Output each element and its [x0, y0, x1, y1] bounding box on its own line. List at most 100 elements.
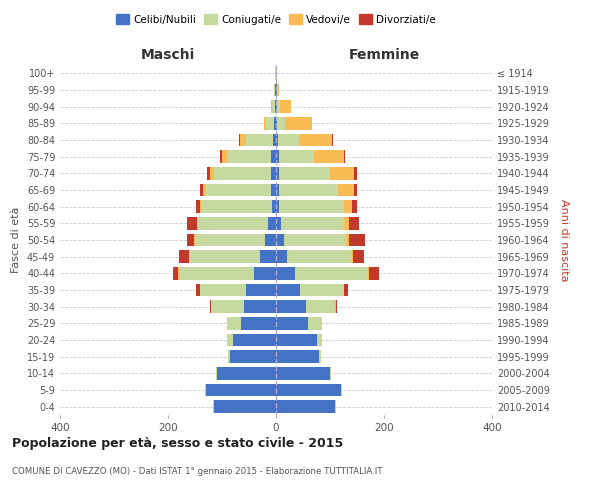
Bar	[277, 84, 278, 96]
Bar	[319, 350, 321, 363]
Bar	[276, 350, 319, 363]
Bar	[222, 150, 227, 163]
Bar	[284, 234, 346, 246]
Bar	[271, 167, 276, 179]
Bar	[227, 334, 233, 346]
Bar	[349, 217, 359, 230]
Bar	[277, 117, 285, 130]
Bar	[343, 200, 352, 213]
Bar	[353, 250, 364, 263]
Bar	[196, 200, 200, 213]
Bar	[314, 150, 343, 163]
Bar	[276, 150, 278, 163]
Bar	[352, 200, 357, 213]
Bar	[220, 150, 222, 163]
Bar	[194, 234, 195, 246]
Bar	[306, 300, 335, 313]
Bar	[285, 117, 312, 130]
Bar	[187, 234, 194, 246]
Bar	[276, 217, 281, 230]
Bar	[241, 317, 276, 330]
Bar	[276, 267, 295, 280]
Bar	[240, 134, 247, 146]
Bar	[354, 184, 357, 196]
Bar	[295, 267, 368, 280]
Bar	[301, 284, 343, 296]
Bar	[276, 117, 277, 130]
Bar	[343, 150, 345, 163]
Bar	[276, 134, 278, 146]
Text: Femmine: Femmine	[349, 48, 419, 62]
Bar	[197, 217, 198, 230]
Bar	[338, 184, 354, 196]
Bar	[260, 250, 276, 263]
Bar	[179, 250, 188, 263]
Bar	[278, 167, 330, 179]
Bar	[247, 284, 276, 296]
Bar	[344, 284, 349, 296]
Bar	[276, 200, 278, 213]
Bar	[227, 150, 271, 163]
Bar	[354, 167, 357, 179]
Bar	[299, 134, 332, 146]
Bar	[272, 100, 275, 113]
Bar	[244, 300, 276, 313]
Bar	[352, 250, 353, 263]
Bar	[275, 100, 276, 113]
Bar	[230, 350, 276, 363]
Bar	[198, 217, 268, 230]
Bar	[179, 267, 254, 280]
Bar	[343, 217, 349, 230]
Bar	[195, 234, 265, 246]
Bar	[276, 400, 335, 413]
Bar	[202, 200, 272, 213]
Bar	[276, 367, 330, 380]
Text: Maschi: Maschi	[141, 48, 195, 62]
Bar	[263, 117, 266, 130]
Bar	[268, 217, 276, 230]
Bar	[274, 117, 276, 130]
Bar	[271, 100, 272, 113]
Bar	[205, 384, 206, 396]
Bar	[254, 267, 276, 280]
Bar	[214, 400, 276, 413]
Bar	[206, 384, 276, 396]
Bar	[276, 384, 341, 396]
Bar	[209, 300, 211, 313]
Bar	[178, 267, 179, 280]
Bar	[239, 134, 240, 146]
Bar	[227, 317, 241, 330]
Bar	[276, 300, 306, 313]
Bar	[173, 267, 178, 280]
Bar	[278, 84, 279, 96]
Bar	[349, 234, 365, 246]
Bar	[209, 167, 214, 179]
Bar	[330, 167, 354, 179]
Bar	[341, 384, 342, 396]
Bar	[278, 184, 338, 196]
Bar	[187, 217, 197, 230]
Bar	[272, 200, 276, 213]
Bar	[308, 317, 322, 330]
Y-axis label: Fasce di età: Fasce di età	[11, 207, 21, 273]
Bar	[317, 334, 322, 346]
Bar	[276, 100, 277, 113]
Bar	[211, 300, 244, 313]
Text: COMUNE DI CAVEZZO (MO) - Dati ISTAT 1° gennaio 2015 - Elaborazione TUTTITALIA.IT: COMUNE DI CAVEZZO (MO) - Dati ISTAT 1° g…	[12, 468, 383, 476]
Y-axis label: Anni di nascita: Anni di nascita	[559, 198, 569, 281]
Bar	[200, 200, 202, 213]
Bar	[203, 184, 206, 196]
Bar	[247, 134, 274, 146]
Bar	[368, 267, 369, 280]
Bar	[276, 184, 278, 196]
Bar	[276, 250, 287, 263]
Bar	[215, 367, 217, 380]
Bar	[346, 234, 349, 246]
Bar	[207, 167, 209, 179]
Text: Popolazione per età, sesso e stato civile - 2015: Popolazione per età, sesso e stato civil…	[12, 438, 343, 450]
Bar	[229, 350, 230, 363]
Bar	[274, 84, 275, 96]
Bar	[233, 334, 276, 346]
Bar	[369, 267, 379, 280]
Bar	[190, 250, 260, 263]
